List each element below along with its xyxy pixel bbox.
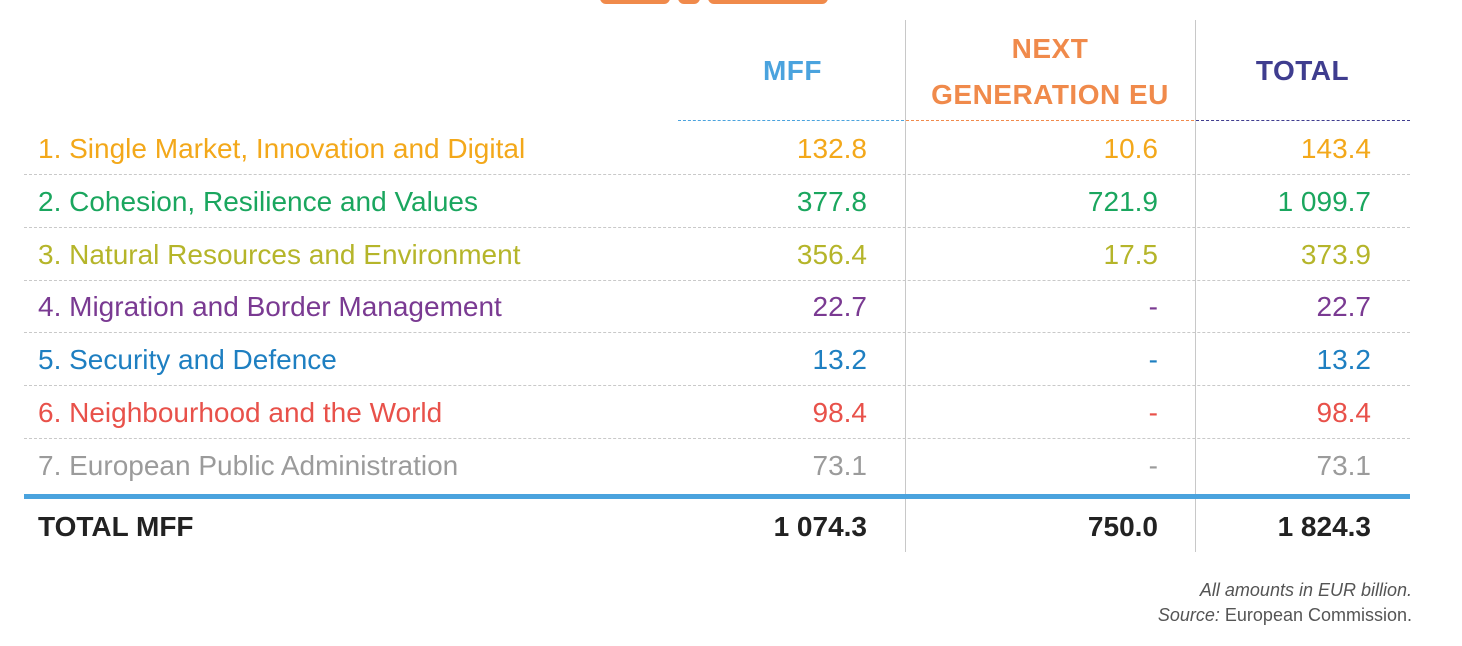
row-separator [24,226,1410,228]
cell-next-generation-eu: - [1148,291,1158,323]
row-category-label: 6. Neighbourhood and the World [38,397,443,428]
row-separator [24,332,1410,334]
total-separator-bar [24,494,1410,499]
table-row: 7. European Public Administration 73.1 - 73… [24,440,1410,492]
row-category-label: 3. Natural Resources and Environment [38,238,521,270]
cell-mff: 13.2 [812,344,868,376]
cell-total: 98.4 [1316,397,1372,428]
column-divider [1195,20,1196,552]
column-header-mff: MFF [680,48,905,94]
table-row: 3. Natural Resources and Environment 356.… [24,229,1410,281]
row-category-label: 7. European Public Administration [38,449,459,481]
table-row: 5. Security and Defence 13.2 - 13.2 [24,334,1410,387]
header-line: MFF [762,55,823,86]
amounts-note: All amounts in EUR billion. [1200,580,1412,601]
cell-next-generation-eu: - [1148,344,1158,376]
amounts-note-text: All amounts in EUR billion. [1199,580,1412,600]
source-label: Source: [1157,605,1220,625]
cell-total: 13.2 [1316,344,1372,376]
row-separator [24,279,1410,281]
row-separator [24,385,1410,387]
table-row-total: TOTAL MFF 1 074.3 750.0 1 824.3 [24,501,1410,553]
cell-next-generation-eu: - [1148,449,1158,481]
cell-total: 373.9 [1300,238,1371,270]
header-underline-mff [678,120,904,121]
row-category-label: 1. Single Market, Innovation and Digital [38,133,526,164]
cell-total: 73.1 [1316,449,1372,481]
row-separator [24,438,1410,439]
cell-next-generation-eu: 721.9 [1087,185,1158,217]
table-row: 1. Single Market, Innovation and Digital… [24,123,1410,175]
cropped-title-decoration [600,0,860,4]
column-header-total: TOTAL [1200,48,1405,94]
header-underline-nge [906,120,1194,121]
cell-mff: 73.1 [812,449,868,481]
cell-mff: 377.8 [796,185,867,217]
row-separator [24,174,1410,175]
total-total: 1 824.3 [1277,511,1371,542]
column-header-next-generation-eu: NEXT GENERATION EU [920,26,1180,118]
cell-next-generation-eu: 10.6 [1103,133,1159,164]
total-next-generation-eu: 750.0 [1087,511,1158,542]
cell-mff: 98.4 [812,397,868,428]
row-category-label: 5. Security and Defence [38,344,337,376]
table-row: 4. Migration and Border Management 22.7 - 2… [24,281,1410,334]
source-value: European Commission. [1224,605,1412,625]
cell-next-generation-eu: - [1148,397,1158,428]
row-category-label: 4. Migration and Border Management [38,291,502,323]
cell-total: 1 099.7 [1277,185,1371,217]
header-line: NEXT [1011,33,1089,64]
header-line: GENERATION EU [931,79,1169,110]
header-underline-total [1196,120,1410,121]
cell-mff: 356.4 [796,238,867,270]
cell-total: 143.4 [1300,133,1371,164]
source-note: Source: European Commission. [1158,605,1412,626]
row-category-label: 2. Cohesion, Resilience and Values [38,185,478,217]
cell-total: 22.7 [1316,291,1372,323]
column-divider [905,20,906,552]
table-row: 6. Neighbourhood and the World 98.4 - 98.4 [24,387,1410,439]
cell-mff: 132.8 [796,133,867,164]
total-mff: 1 074.3 [773,511,867,542]
cell-next-generation-eu: 17.5 [1103,238,1159,270]
total-label: TOTAL MFF [38,511,194,542]
cell-mff: 22.7 [812,291,868,323]
header-line: TOTAL [1255,55,1350,86]
table-row: 2. Cohesion, Resilience and Values 377.8 7… [24,176,1410,228]
